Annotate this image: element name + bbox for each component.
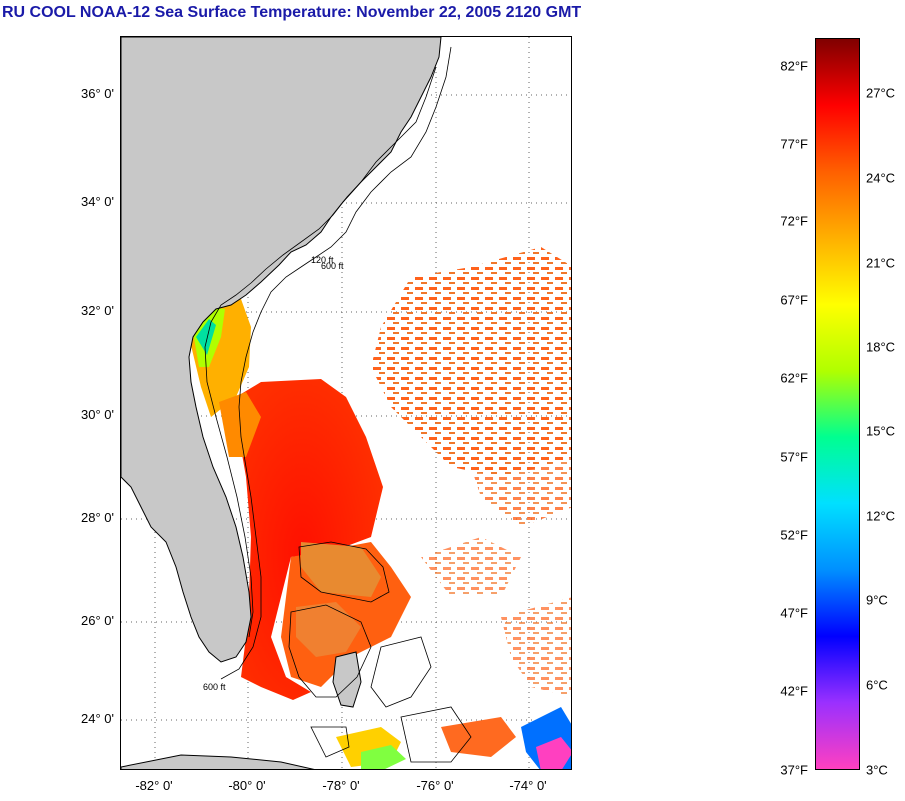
colorbar-label-c-15: 15°C [866,423,896,439]
colorbar-label-c-9: 9°C [866,592,888,608]
lon-label-78: -78° 0' [322,778,360,793]
colorbar-label-f-42: 42°F [780,683,808,699]
isobath-cay-sal [310,726,350,758]
lon-label-74: -74° 0' [509,778,547,793]
isobath-south [400,706,472,763]
lon-label-80: -80° 0' [228,778,266,793]
map-canvas: 600 ft 120 ft 600 ft [121,37,571,769]
colorbar-label-f-82: 82°F [780,58,808,74]
colorbar-label-f-52: 52°F [780,527,808,543]
lat-label-32: 32° 0' [81,303,114,318]
land-southeast-us [121,37,442,663]
sst-map[interactable]: 600 ft 120 ft 600 ft [120,36,572,770]
isobath-120ft [204,66,437,638]
colorbar-label-c-21: 21°C [866,255,896,271]
colorbar-label-c-6: 6°C [866,677,888,693]
sst-warm-pool [236,379,383,700]
temperature-colorbar [815,38,860,770]
colorbar-label-f-77: 77°F [780,136,808,152]
lat-label-26: 26° 0' [81,613,114,628]
colorbar-label-f-57: 57°F [780,449,808,465]
colorbar-label-f-62: 62°F [780,370,808,386]
sst-offshore-patches [371,247,571,697]
lon-label-76: -76° 0' [416,778,454,793]
isobath-little-bahama [298,541,390,603]
land-andros [332,651,362,708]
lat-label-28: 28° 0' [81,510,114,525]
colorbar-label-f-67: 67°F [780,292,808,308]
map-title: RU COOL NOAA-12 Sea Surface Temperature:… [2,4,582,21]
sst-little-bahama-bank [301,542,381,597]
colorbar-label-f-72: 72°F [780,213,808,229]
isobath-label-600ft: 600 ft [321,261,344,271]
colorbar-label-c-27: 27°C [866,85,896,101]
colorbar-label-f-37: 37°F [780,762,808,778]
colorbar-label-c-12: 12°C [866,508,896,524]
lon-label-82: -82° 0' [135,778,173,793]
lat-label-30: 30° 0' [81,407,114,422]
colorbar-label-c-18: 18°C [866,339,896,355]
isobath-label-600ft-south: 600 ft [203,682,226,692]
isobath-label-120ft: 120 ft [311,255,334,265]
isobath-great-bahama [288,604,372,698]
sst-great-bahama-bank [296,602,361,657]
isobath-exumas [370,636,432,708]
sst-southern-spots [209,559,571,769]
lat-label-36: 36° 0' [81,86,114,101]
lat-label-24: 24° 0' [81,711,114,726]
isobath-contours [204,46,472,763]
colorbar-label-c-24: 24°C [866,170,896,186]
colorbar-label-c-3: 3°C [866,762,888,778]
lat-label-34: 34° 0' [81,194,114,209]
colorbar-label-f-47: 47°F [780,605,808,621]
land-cuba-edge [121,754,315,769]
isobath-600ft [220,46,452,680]
